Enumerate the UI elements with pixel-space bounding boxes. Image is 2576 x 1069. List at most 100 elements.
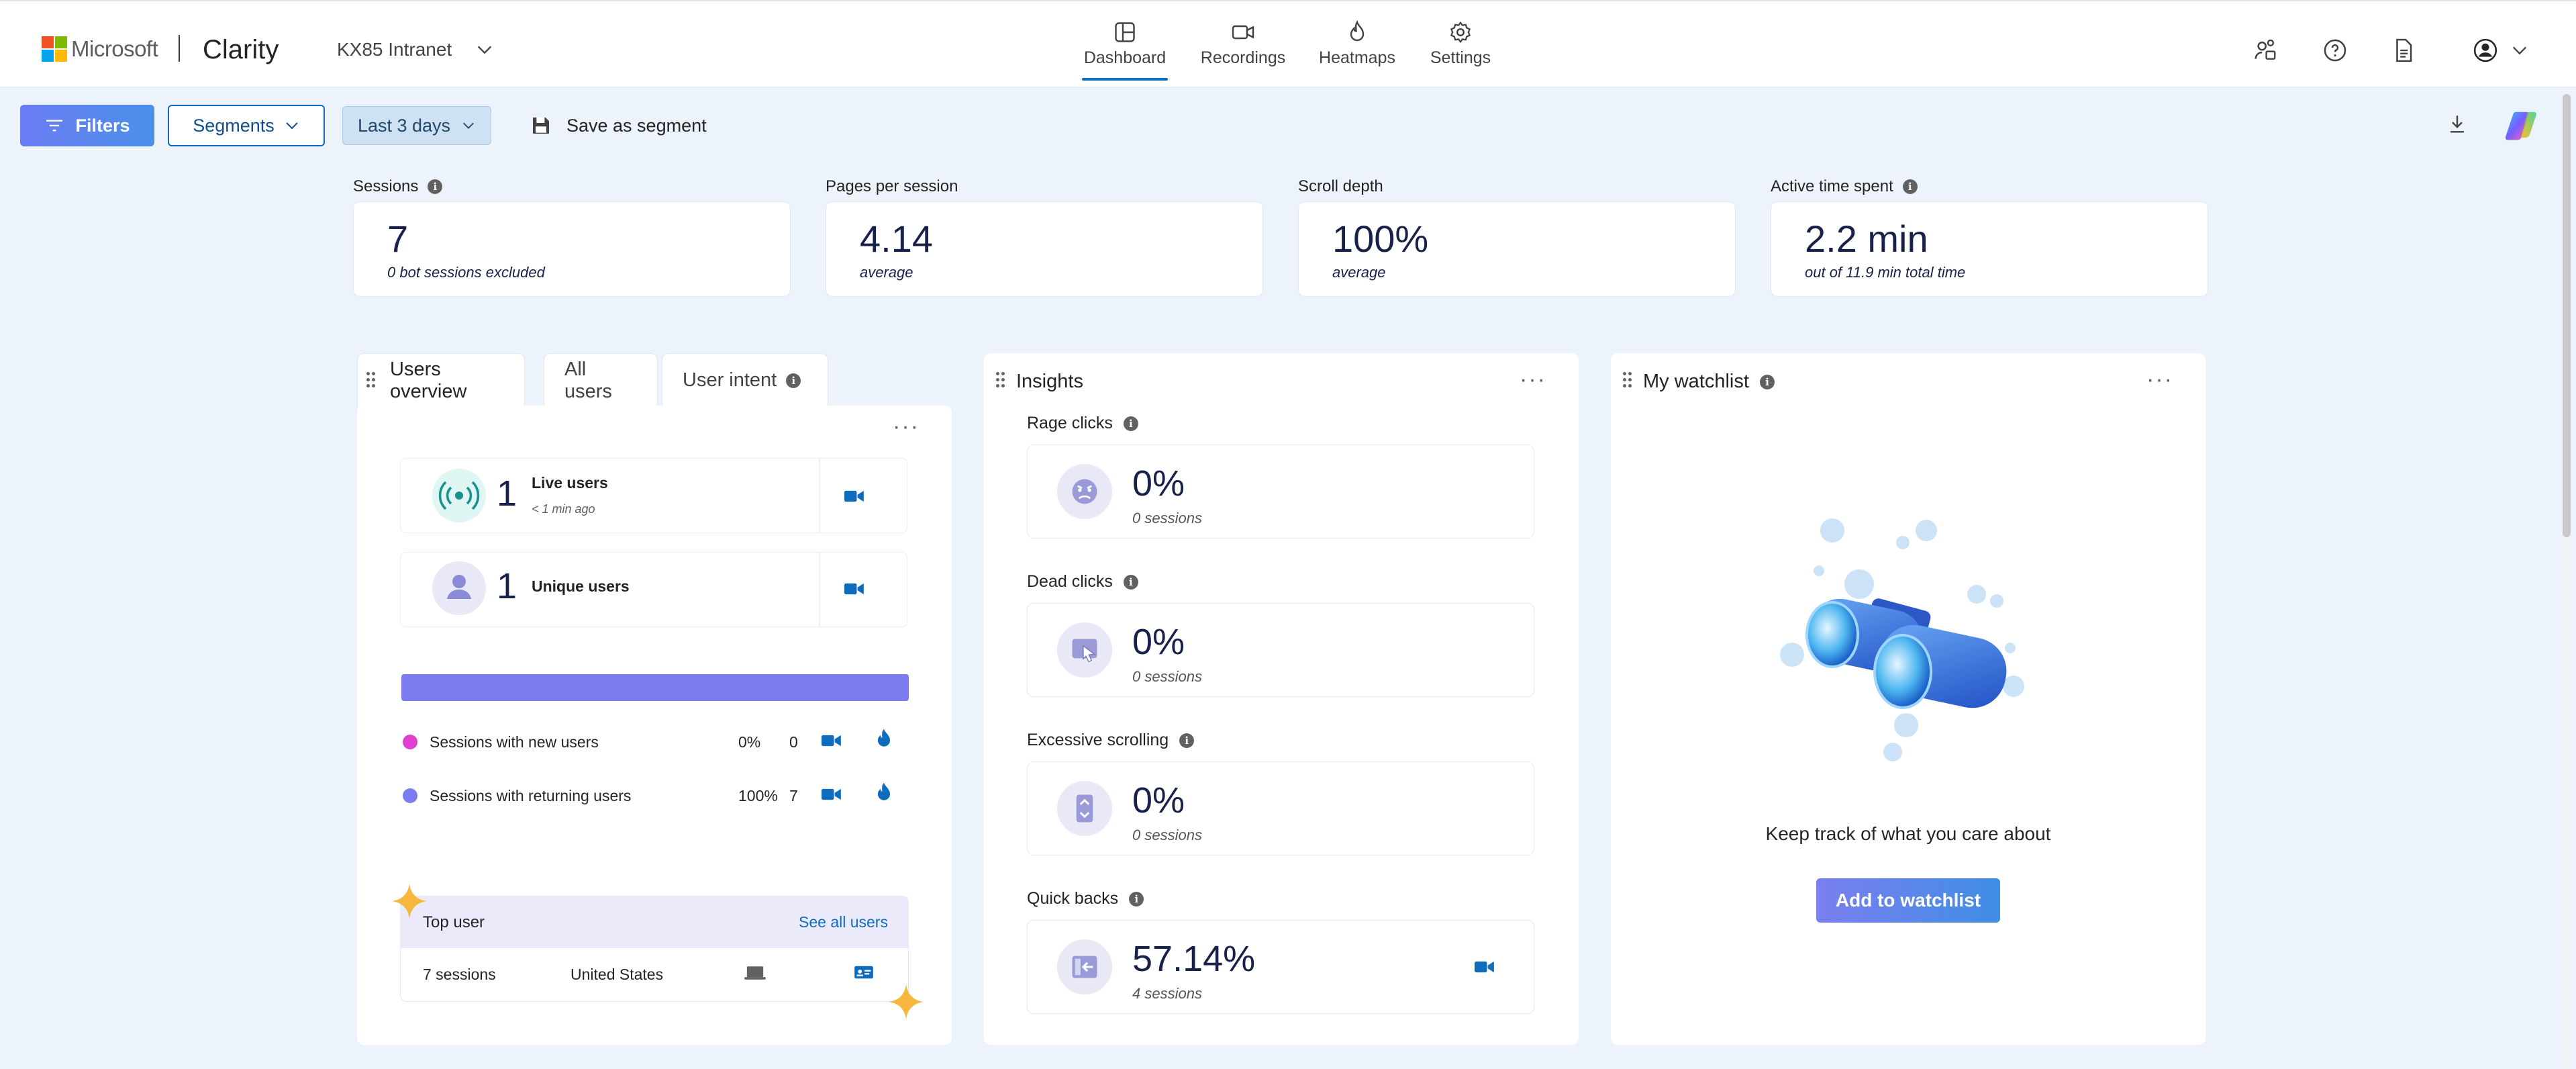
excessive-scrolling-card[interactable]: 0% 0 sessions — [1027, 761, 1534, 855]
heatmap-flame-icon[interactable] — [875, 782, 893, 803]
metric-card-pages-per-session[interactable]: 4.14 average — [826, 201, 1263, 297]
info-icon[interactable]: i — [1179, 733, 1195, 748]
video-icon — [1232, 25, 1254, 40]
unique-users-count: 1 — [497, 566, 517, 606]
tab-all-users[interactable]: All users — [544, 353, 658, 407]
more-options-icon[interactable]: ··· — [893, 414, 920, 439]
metric-subtext: average — [1332, 264, 1386, 281]
product-name[interactable]: Clarity — [203, 35, 279, 64]
metric-label-scroll: Scroll depth — [1298, 177, 1383, 196]
add-to-watchlist-button[interactable]: Add to watchlist — [1816, 878, 2000, 923]
video-camera-icon[interactable] — [844, 489, 864, 504]
video-camera-icon[interactable] — [1475, 960, 1495, 974]
nav-dashboard[interactable]: Dashboard — [1082, 20, 1168, 81]
segments-label: Segments — [193, 115, 275, 136]
info-icon[interactable]: i — [1123, 574, 1138, 590]
see-all-users-link[interactable]: See all users — [799, 913, 888, 931]
nav-recordings[interactable]: Recordings — [1197, 20, 1289, 81]
live-users-subtext: < 1 min ago — [532, 502, 595, 516]
filters-button[interactable]: Filters — [20, 105, 154, 146]
new-users-percent: 0% — [738, 733, 761, 751]
metric-value: 7 — [387, 218, 409, 260]
live-users-count: 1 — [497, 473, 517, 514]
info-icon[interactable]: i — [1129, 891, 1144, 907]
tab-user-intent[interactable]: User intent i — [662, 353, 828, 407]
copilot-icon[interactable] — [2504, 107, 2540, 144]
tab-label: User intent — [683, 369, 777, 391]
nav-settings[interactable]: Settings — [1427, 20, 1494, 81]
add-to-watchlist-label: Add to watchlist — [1835, 890, 1981, 911]
watchlist-title: My watchlist i — [1643, 371, 1775, 393]
more-options-icon[interactable]: ··· — [2146, 367, 2173, 392]
id-card-icon[interactable] — [854, 964, 874, 980]
brand-name: Microsoft — [71, 36, 158, 61]
top-user-title: Top user — [423, 913, 485, 931]
drag-handle-icon[interactable] — [996, 372, 1005, 388]
card-divider — [819, 552, 820, 627]
drag-handle-icon[interactable] — [366, 372, 376, 388]
drag-handle-icon[interactable] — [1623, 372, 1632, 388]
account-chevron-down-icon[interactable] — [2510, 38, 2529, 63]
help-icon[interactable] — [2322, 38, 2348, 63]
rage-clicks-value: 0% — [1132, 463, 1185, 504]
page-scrollbar-thumb[interactable] — [2563, 94, 2571, 537]
angry-face-icon — [1057, 464, 1112, 519]
tab-label: All users — [564, 358, 612, 402]
video-camera-icon[interactable] — [844, 582, 864, 596]
metric-label-text: Scroll depth — [1298, 177, 1383, 195]
card-divider — [819, 458, 820, 533]
nav-heatmaps[interactable]: Heatmaps — [1317, 20, 1397, 81]
sparkle-icon — [889, 984, 924, 1019]
insights-title: Insights — [1016, 371, 1083, 392]
info-icon[interactable]: i — [1902, 179, 1918, 194]
metric-value: 2.2 min — [1805, 218, 1928, 260]
new-users-legend-dot — [403, 735, 417, 749]
metric-label-text: Pages per session — [826, 177, 958, 195]
share-people-icon[interactable] — [2252, 38, 2278, 63]
video-camera-icon[interactable] — [822, 733, 842, 748]
filter-lines-icon — [46, 120, 63, 132]
save-as-segment-button[interactable]: Save as segment — [530, 105, 732, 146]
info-icon[interactable]: i — [1759, 374, 1775, 389]
nav-dashboard-label: Dashboard — [1083, 48, 1167, 67]
more-options-icon[interactable]: ··· — [1520, 367, 1546, 392]
metric-label-pages: Pages per session — [826, 177, 958, 196]
metric-card-active-time[interactable]: 2.2 min out of 11.9 min total time — [1771, 201, 2208, 297]
quick-backs-value: 57.14% — [1132, 939, 1256, 979]
laptop-icon — [744, 966, 766, 980]
gear-icon — [1450, 21, 1471, 44]
active-tab-indicator — [1082, 78, 1168, 81]
watchlist-title-text: My watchlist — [1643, 371, 1749, 392]
metric-card-sessions[interactable]: 7 0 bot sessions excluded — [353, 201, 791, 297]
quick-backs-sessions: 4 sessions — [1132, 985, 1202, 1002]
date-range-button[interactable]: Last 3 days — [342, 106, 491, 145]
person-icon — [432, 561, 486, 615]
info-icon[interactable]: i — [1123, 416, 1138, 431]
info-icon[interactable]: i — [786, 373, 801, 388]
top-user-row[interactable] — [400, 948, 909, 1002]
rage-clicks-sessions: 0 sessions — [1132, 510, 1202, 526]
metric-subtext: out of 11.9 min total time — [1805, 264, 1966, 281]
dead-clicks-card[interactable]: 0% 0 sessions — [1027, 603, 1534, 697]
rage-clicks-card[interactable]: 0% 0 sessions — [1027, 445, 1534, 539]
heatmap-flame-icon[interactable] — [875, 728, 893, 749]
dead-clicks-label: Dead clicks i — [1027, 572, 1138, 592]
segments-button[interactable]: Segments — [168, 105, 325, 146]
download-icon[interactable] — [2446, 113, 2469, 136]
quick-backs-card[interactable]: 57.14% 4 sessions — [1027, 920, 1534, 1014]
microsoft-logo-icon — [42, 36, 67, 62]
chevron-down-icon — [463, 122, 475, 129]
nav-recordings-label: Recordings — [1200, 48, 1286, 67]
info-icon[interactable]: i — [428, 179, 443, 194]
chevron-down-icon[interactable] — [475, 40, 494, 59]
metric-card-scroll-depth[interactable]: 100% average — [1298, 201, 1736, 297]
tab-users-overview[interactable]: Users overview — [357, 353, 525, 407]
account-icon[interactable] — [2473, 38, 2498, 63]
document-icon[interactable] — [2391, 38, 2416, 63]
sparkle-icon — [392, 884, 427, 919]
nav-settings-label: Settings — [1430, 48, 1491, 67]
video-camera-icon[interactable] — [822, 787, 842, 802]
excessive-scrolling-label: Excessive scrolling i — [1027, 731, 1195, 750]
live-signal-icon — [432, 469, 486, 522]
project-selector[interactable]: KX85 Intranet — [337, 39, 452, 60]
